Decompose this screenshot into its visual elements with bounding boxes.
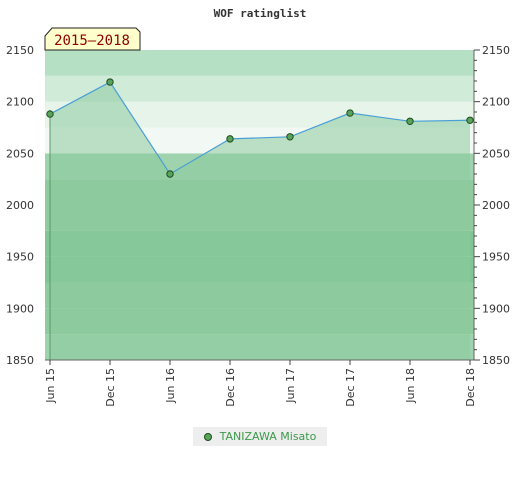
data-point	[346, 109, 354, 117]
y-tick-label-left: 2000	[6, 199, 34, 212]
data-point	[286, 133, 294, 141]
y-tick-label-left: 1850	[6, 354, 34, 367]
y-tick-label-left: 2150	[6, 44, 34, 57]
y-tick-label-left: 1900	[6, 302, 34, 315]
y-tick-label-right: 2000	[482, 199, 510, 212]
x-tick-label: Dec 17	[344, 368, 357, 407]
x-tick-label: Dec 18	[464, 368, 477, 407]
y-tick-label-right: 1850	[482, 354, 510, 367]
legend-marker-icon	[203, 432, 212, 441]
period-badge: 2015–2018	[44, 27, 141, 51]
y-tick-label-right: 2150	[482, 44, 510, 57]
series-line	[49, 81, 471, 175]
data-point	[466, 116, 474, 124]
legend: TANIZAWA Misato	[193, 427, 327, 446]
x-tick-label: Jun 17	[284, 368, 297, 404]
data-point	[106, 78, 114, 86]
data-point	[406, 117, 414, 126]
y-tick-label-left: 2050	[6, 147, 34, 160]
period-badge-box	[44, 27, 141, 51]
data-point	[46, 110, 54, 118]
legend-label: TANIZAWA Misato	[219, 430, 317, 443]
x-tick-label: Jun 18	[404, 368, 417, 404]
y-tick-label-right: 2100	[482, 96, 510, 109]
x-tick-label: Jun 15	[44, 368, 57, 404]
y-tick-label-right: 1950	[482, 251, 510, 264]
y-tick-label-right: 1900	[482, 302, 510, 315]
chart-title: WOF ratinglist	[214, 7, 307, 20]
x-tick-label: Jun 16	[164, 368, 177, 404]
x-tick-label: Dec 15	[104, 368, 117, 407]
data-points	[46, 78, 474, 178]
y-tick-label-left: 2100	[6, 96, 34, 109]
y-tick-label-right: 2050	[482, 147, 510, 160]
y-tick-label-left: 1950	[6, 251, 34, 264]
axes: 1850 1850 1900 1900 1950 1950 2000 2000 2050 2050…	[6, 44, 510, 407]
grid-band	[45, 50, 474, 76]
rating-area	[49, 81, 471, 361]
x-tick-label: Dec 16	[224, 368, 237, 407]
period-label: 2015–2018	[54, 33, 130, 49]
data-point	[166, 170, 174, 178]
data-point	[226, 135, 234, 143]
